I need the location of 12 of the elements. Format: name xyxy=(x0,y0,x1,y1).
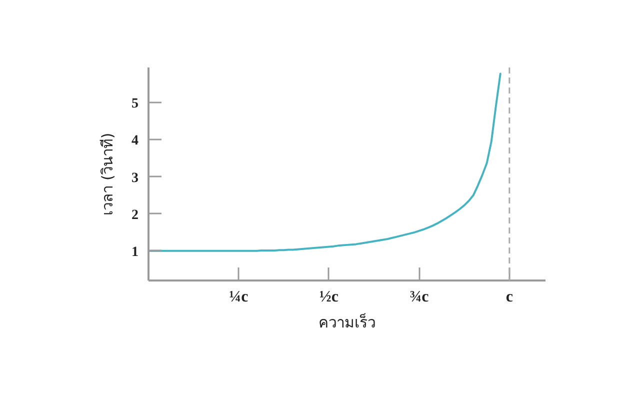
line-series xyxy=(148,72,502,252)
y-tick-label: 1 xyxy=(132,244,138,260)
y-tick-label: 2 xyxy=(132,208,138,223)
y-tick-label: 4 xyxy=(132,134,138,149)
x-axis-title: ความเร็ว xyxy=(318,312,376,332)
y-axis-title: เวลา (วินาที) xyxy=(98,132,116,216)
y-tick-label: 3 xyxy=(132,170,138,186)
x-tick-label: c xyxy=(506,288,513,306)
y-tick-label: 5 xyxy=(132,96,138,112)
x-tick-label: ½c xyxy=(319,288,339,306)
x-tick-label: ¾c xyxy=(410,288,429,306)
x-tick-label: ¼c xyxy=(229,288,248,306)
